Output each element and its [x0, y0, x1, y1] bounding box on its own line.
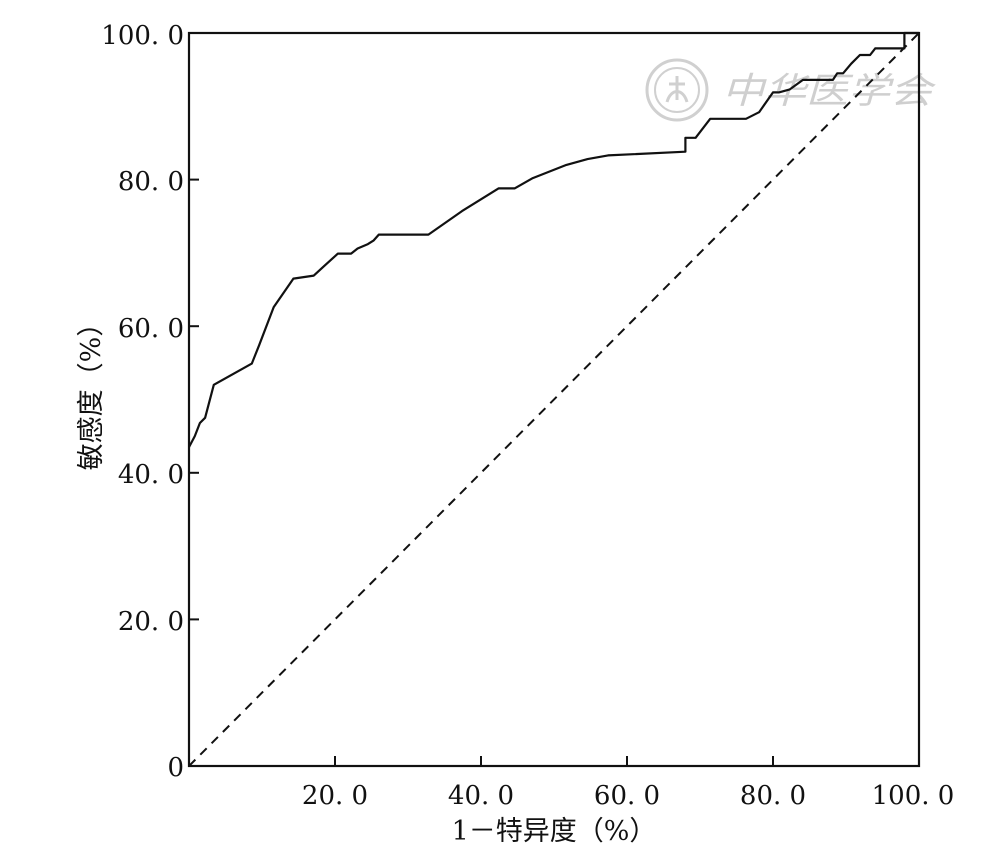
x-tick-label: 80. 0: [740, 781, 806, 811]
watermark: 中华医学会: [645, 58, 937, 122]
x-axis-ticks: [334, 756, 920, 766]
y-tick-label: 20. 0: [118, 607, 184, 637]
y-tick-labels: 0 20. 0 40. 0 60. 0 80. 0 100. 0: [101, 21, 184, 783]
y-tick-label: 100. 0: [101, 21, 184, 51]
y-axis-title: 敏感度（%）: [76, 310, 107, 471]
watermark-emblem-icon: [645, 58, 709, 122]
x-tick-label: 60. 0: [594, 781, 660, 811]
x-tick-labels: 20. 0 40. 0 60. 0 80. 0 100. 0: [302, 781, 954, 811]
reference-diagonal: [188, 32, 920, 767]
roc-curve: [188, 31, 919, 448]
y-tick-label: 80. 0: [118, 167, 184, 197]
watermark-text: 中华医学会: [722, 71, 937, 112]
y-tick-label: 60. 0: [118, 314, 184, 344]
y-tick-label: 0: [167, 753, 184, 783]
y-axis-ticks: [189, 32, 199, 767]
x-axis-title: 1－特异度（%）: [452, 816, 657, 847]
x-tick-label: 100. 0: [872, 781, 955, 811]
x-tick-label: 40. 0: [448, 781, 514, 811]
x-tick-label: 20. 0: [302, 781, 368, 811]
y-tick-label: 40. 0: [118, 460, 184, 490]
plot-frame: [187, 31, 921, 768]
